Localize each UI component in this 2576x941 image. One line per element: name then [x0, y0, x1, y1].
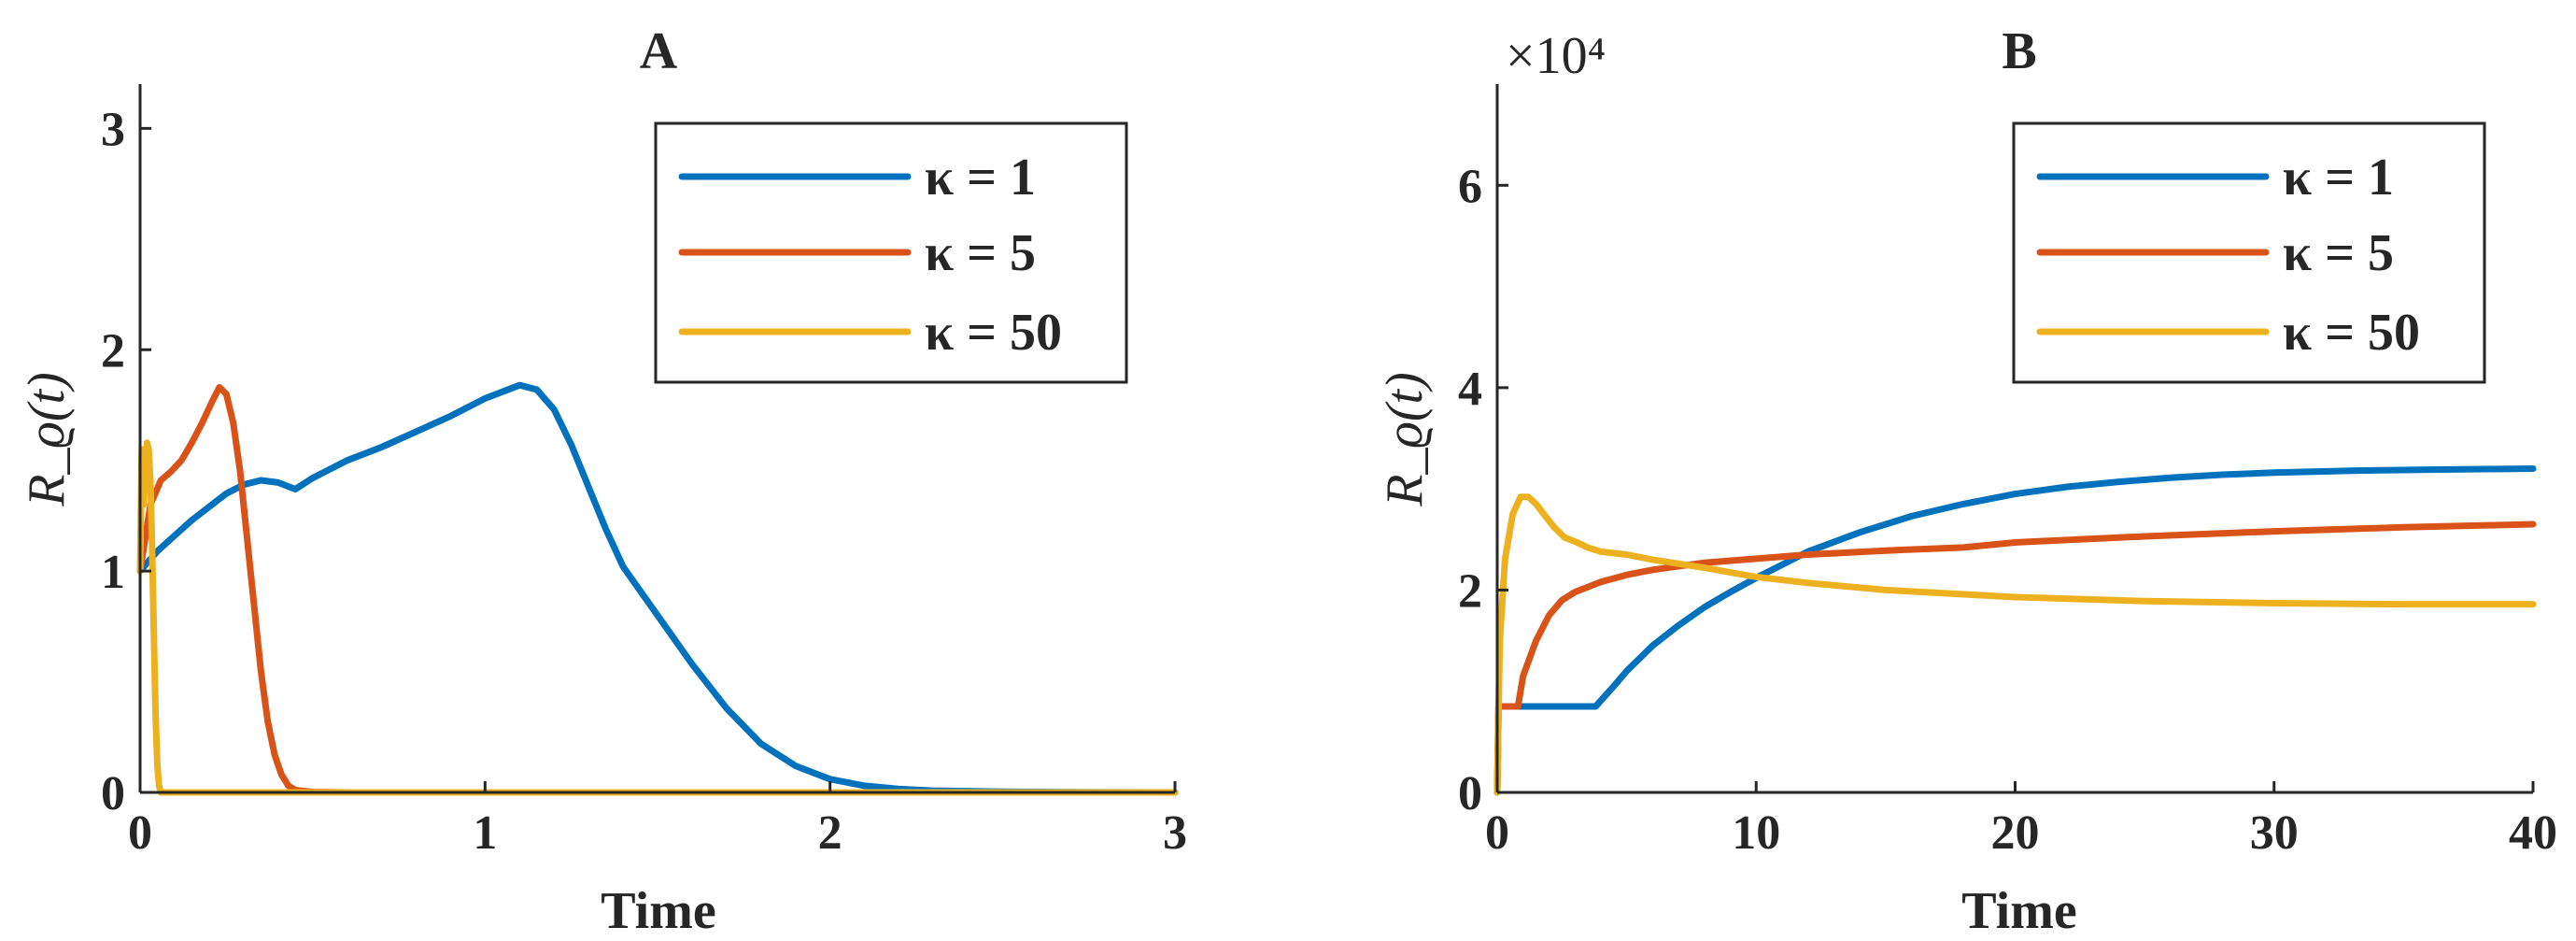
panel-a-series [136, 381, 1179, 796]
panel-b-x-tick-label-3: 30 [2250, 806, 2299, 860]
panel-a-x-axis-title: Time [601, 882, 715, 940]
panel-a-y-tick-label-3: 3 [101, 103, 125, 156]
panel-b-ticks: 0 10 20 30 40 0 2 4 6 [1458, 160, 2557, 860]
panel-b-series [1493, 465, 2537, 796]
panel-a-x-tick-label-0: 0 [128, 806, 152, 860]
panel-b-y-axis-title-text: R_ϱ(t) [1376, 372, 1434, 506]
panel-a-y-tick-label-1: 1 [101, 546, 125, 599]
panel-b-y-tick-label-1: 2 [1458, 564, 1482, 618]
panel-a-x-tick-label-3: 3 [1163, 806, 1187, 860]
panel-a-series-line-1 [136, 384, 1179, 796]
panel-b-y-tick-label-3: 6 [1458, 160, 1482, 213]
panel-b-x-tick-label-2: 20 [1991, 806, 2040, 860]
panel-a-title: A [640, 22, 678, 80]
panel-b-legend-label-1: κ = 5 [2283, 224, 2394, 282]
panel-a-series-line-0 [136, 381, 1179, 796]
panel-b-x-tick-label-4: 40 [2509, 806, 2557, 860]
panel-a-y-axis-title: R_ϱ(t) [18, 372, 76, 506]
panel-a-legend-label-1: κ = 5 [925, 224, 1036, 282]
panel-b-exponent: ×10⁴ [1506, 27, 1606, 85]
panel-a-ticks: 0 1 2 3 0 1 2 3 [101, 103, 1187, 860]
panel-a-legend-label-2: κ = 50 [925, 304, 1062, 362]
panel-a: A 0 1 2 3 0 1 2 3 Time R_ϱ(t) κ = 1 κ = 5 κ = 5… [18, 22, 1187, 940]
panel-a-x-tick-label-2: 2 [818, 806, 842, 860]
panel-a-x-tick-label-1: 1 [473, 806, 497, 860]
panel-b-series-line-0 [1493, 465, 2537, 796]
panel-a-legend-label-0: κ = 1 [925, 149, 1036, 207]
panel-a-legend: κ = 1 κ = 5 κ = 50 [654, 121, 1128, 384]
panel-a-y-tick-label-2: 2 [101, 324, 125, 378]
panel-b-y-axis-title: R_ϱ(t) [1376, 372, 1434, 506]
panel-b-series-line-2 [1493, 493, 2537, 796]
panel-b-x-axis-title: Time [1961, 882, 2076, 940]
panel-b-y-tick-label-0: 0 [1458, 767, 1482, 820]
panel-a-y-axis-title-text: R_ϱ(t) [18, 372, 76, 506]
panel-b-series-line-1 [1493, 520, 2537, 796]
panel-b-y-tick-label-2: 4 [1458, 363, 1482, 416]
panel-b-title: B [2002, 22, 2036, 80]
panel-b-legend: κ = 1 κ = 5 κ = 50 [2012, 121, 2486, 384]
panel-a-y-tick-label-0: 0 [101, 767, 125, 820]
panel-b-legend-label-2: κ = 50 [2283, 304, 2420, 362]
panel-b-x-tick-label-0: 0 [1485, 806, 1509, 860]
panel-b-legend-label-0: κ = 1 [2283, 149, 2394, 207]
panel-b-x-tick-label-1: 10 [1732, 806, 1780, 860]
panel-b: B ×10⁴ 0 10 20 30 40 0 2 4 6 Time R_ϱ(t) κ = 1 κ… [1376, 22, 2557, 940]
